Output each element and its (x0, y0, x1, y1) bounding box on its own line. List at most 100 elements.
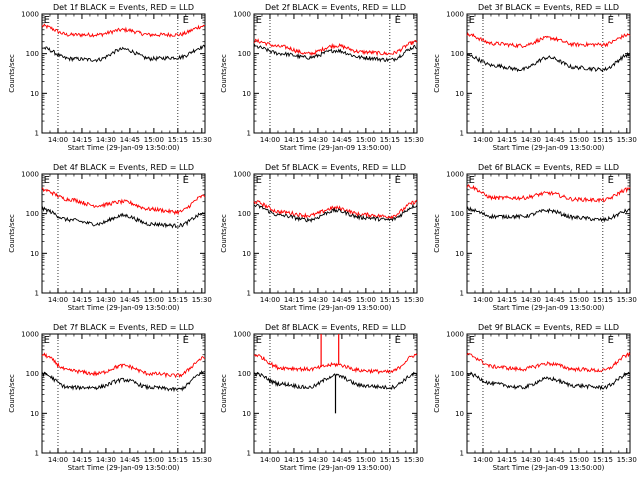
y-tick-label: 1 (247, 130, 251, 138)
x-tick-label: 15:00 (144, 296, 164, 304)
x-tick-label: 15:30 (617, 296, 637, 304)
panel-title: Det 3f BLACK = Events, RED = LLD (478, 3, 619, 12)
x-tick-label: 15:00 (144, 136, 164, 144)
x-tick-label: 15:15 (380, 296, 400, 304)
x-tick-label: 14:30 (96, 296, 116, 304)
x-tick-label: 14:30 (521, 296, 541, 304)
series-events (253, 203, 418, 223)
x-tick-label: 15:30 (192, 456, 212, 464)
x-tick-label: 14:15 (72, 296, 92, 304)
series-lld (466, 184, 631, 204)
y-tick-label: 100 (26, 370, 39, 378)
plot-frame (41, 333, 206, 454)
marker-label: E (183, 15, 189, 26)
series-lld (41, 187, 206, 216)
x-tick-label: 15:00 (144, 456, 164, 464)
x-tick-label: 15:00 (356, 296, 376, 304)
x-tick-label: 15:30 (617, 136, 637, 144)
x-tick-label: 14:15 (284, 296, 304, 304)
x-tick-label: 14:15 (72, 456, 92, 464)
y-tick-label: 1000 (21, 331, 39, 339)
series-lld (466, 351, 631, 373)
marker-label: E (469, 175, 475, 186)
x-tick-label: 14:30 (308, 456, 328, 464)
x-tick-label: 14:30 (521, 456, 541, 464)
y-tick-label: 100 (238, 210, 251, 218)
y-axis-label: Counts/sec (220, 214, 228, 253)
x-tick-label: 14:45 (120, 296, 140, 304)
y-tick-label: 1000 (21, 11, 39, 19)
marker-label: E (608, 15, 614, 26)
marker-label: E (183, 335, 189, 346)
y-tick-label: 1000 (233, 331, 251, 339)
y-axis-label: Counts/sec (433, 54, 441, 93)
y-tick-label: 1000 (446, 11, 464, 19)
y-axis-label: Counts/sec (8, 374, 16, 413)
series-events (253, 43, 418, 63)
x-tick-label: 14:00 (473, 296, 493, 304)
x-tick-label: 15:15 (380, 456, 400, 464)
x-tick-label: 14:15 (72, 136, 92, 144)
series-events (466, 371, 631, 391)
x-tick-label: 14:00 (473, 456, 493, 464)
panel-title: Det 5f BLACK = Events, RED = LLD (265, 163, 406, 172)
plot-frame (41, 13, 206, 134)
y-tick-label: 1000 (446, 171, 464, 179)
x-tick-label: 15:00 (356, 136, 376, 144)
y-tick-label: 1 (460, 290, 464, 298)
y-tick-label: 10 (455, 250, 464, 258)
y-tick-label: 1 (35, 450, 39, 458)
series-events (466, 51, 631, 73)
x-tick-label: 14:45 (120, 456, 140, 464)
marker-label: E (256, 15, 262, 26)
panel-title: Det 8f BLACK = Events, RED = LLD (265, 323, 406, 332)
panel-title: Det 4f BLACK = Events, RED = LLD (53, 163, 194, 172)
y-tick-label: 10 (455, 410, 464, 418)
marker-label: E (395, 175, 401, 186)
x-tick-label: 14:15 (497, 296, 517, 304)
x-tick-label: 14:30 (96, 136, 116, 144)
marker-label: E (395, 335, 401, 346)
x-axis-label: Start Time (29-Jan-09 13:50:00) (493, 304, 605, 312)
x-tick-label: 14:45 (545, 296, 565, 304)
plot-frame (466, 333, 631, 454)
series-events (41, 206, 206, 229)
panel-title: Det 9f BLACK = Events, RED = LLD (478, 323, 619, 332)
y-tick-label: 1000 (233, 11, 251, 19)
x-tick-label: 14:30 (521, 136, 541, 144)
x-tick-label: 15:15 (168, 296, 188, 304)
plot-frame (41, 173, 206, 294)
y-tick-label: 10 (242, 250, 251, 258)
x-tick-label: 14:30 (96, 456, 116, 464)
series-lld (253, 38, 418, 57)
x-tick-label: 14:30 (308, 296, 328, 304)
x-tick-label: 15:00 (569, 456, 589, 464)
series-lld (41, 23, 206, 38)
x-axis-label: Start Time (29-Jan-09 13:50:00) (280, 144, 392, 152)
x-axis-label: Start Time (29-Jan-09 13:50:00) (68, 304, 180, 312)
panel-title: Det 6f BLACK = Events, RED = LLD (478, 163, 619, 172)
x-tick-label: 15:30 (404, 456, 424, 464)
x-axis-label: Start Time (29-Jan-09 13:50:00) (493, 144, 605, 152)
marker-label: E (608, 335, 614, 346)
x-axis-label: Start Time (29-Jan-09 13:50:00) (280, 464, 392, 472)
plot-frame (466, 173, 631, 294)
y-axis-label: Counts/sec (220, 54, 228, 93)
y-tick-label: 10 (242, 410, 251, 418)
x-tick-label: 14:45 (332, 136, 352, 144)
plot-frame (253, 13, 418, 134)
y-tick-label: 100 (238, 370, 251, 378)
x-tick-label: 14:00 (48, 456, 68, 464)
y-tick-label: 100 (451, 370, 464, 378)
x-tick-label: 14:45 (332, 296, 352, 304)
marker-label: E (44, 15, 50, 26)
x-tick-label: 14:15 (284, 456, 304, 464)
x-tick-label: 14:00 (260, 296, 280, 304)
series-lld (41, 352, 205, 379)
